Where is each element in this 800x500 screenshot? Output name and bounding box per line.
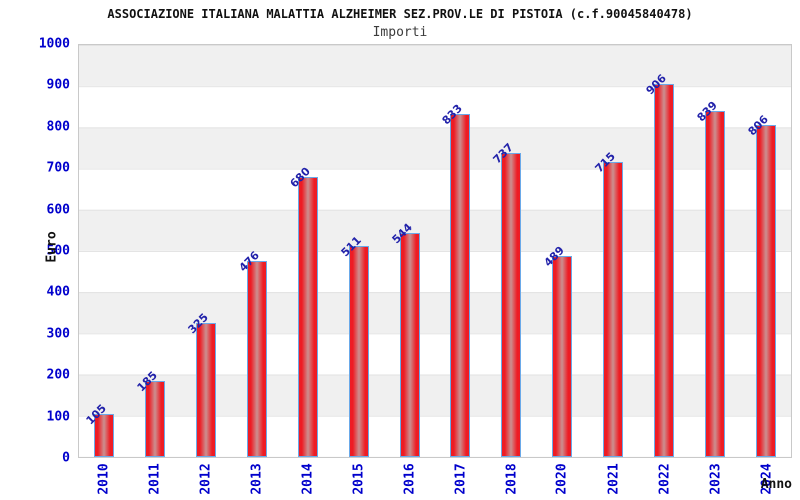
y-axis-tick-1000: 1000 — [38, 36, 70, 52]
chart-subtitle: Importi — [372, 25, 428, 40]
y-axis-tick-800: 800 — [46, 119, 70, 135]
bar-2016 — [399, 232, 420, 457]
y-axis-tick-700: 700 — [46, 160, 70, 176]
x-axis-tick-2015: 2015 — [351, 463, 366, 495]
chart-title: ASSOCIAZIONE ITALIANA MALATTIA ALZHEIMER… — [107, 7, 693, 21]
y-axis-tick-200: 200 — [46, 367, 70, 383]
bar-2020 — [552, 255, 573, 457]
x-axis-tick-2013: 2013 — [249, 463, 264, 495]
bar-2011 — [145, 380, 166, 457]
y-axis-label: Euro — [44, 231, 60, 263]
x-axis-tick-2016: 2016 — [402, 463, 417, 495]
y-axis-tick-0: 0 — [62, 450, 70, 466]
bar-2018 — [501, 153, 522, 457]
x-axis-tick-labels: 2010 2011 2012 2013 2014 2015 2016 2017 2018 2020… — [78, 458, 792, 500]
bar-2010 — [94, 413, 115, 457]
bar-2024 — [755, 124, 776, 457]
y-axis-tick-500: 500 — [46, 243, 70, 259]
bar-2021 — [603, 162, 623, 457]
bar-2023 — [704, 111, 725, 457]
bar-2013 — [247, 260, 267, 457]
y-axis-tick-600: 600 — [46, 202, 70, 218]
x-axis-tick-2011: 2011 — [147, 463, 162, 495]
x-axis-label: Anno — [760, 477, 792, 492]
y-axis-tick-100: 100 — [46, 409, 70, 425]
bar-2014 — [297, 176, 318, 457]
bar-2015 — [348, 246, 369, 457]
x-axis-tick-2014: 2014 — [300, 463, 315, 495]
y-axis-tick-400: 400 — [46, 284, 70, 300]
x-axis-tick-2022: 2022 — [657, 463, 672, 495]
x-axis-tick-2018: 2018 — [504, 463, 519, 495]
bar-2017 — [450, 113, 471, 457]
x-axis-tick-2010: 2010 — [96, 463, 111, 495]
y-axis-tick-900: 900 — [46, 77, 70, 93]
y-axis-tick-labels: 0 100 200 300 400 500 600 700 800 900 1000 — [0, 37, 70, 466]
bar-2012 — [196, 323, 217, 457]
x-axis-tick-2023: 2023 — [708, 463, 723, 495]
x-axis-tick-2021: 2021 — [606, 463, 621, 495]
y-axis-tick-300: 300 — [46, 326, 70, 342]
bar-2022 — [653, 83, 674, 457]
x-axis-tick-2017: 2017 — [453, 463, 468, 495]
x-axis-tick-2020: 2020 — [554, 463, 570, 495]
plot-area: 105 185 325 476 680 511 544 833 737 489 715 906 839 8… — [78, 44, 792, 458]
x-axis-tick-2012: 2012 — [198, 463, 213, 495]
